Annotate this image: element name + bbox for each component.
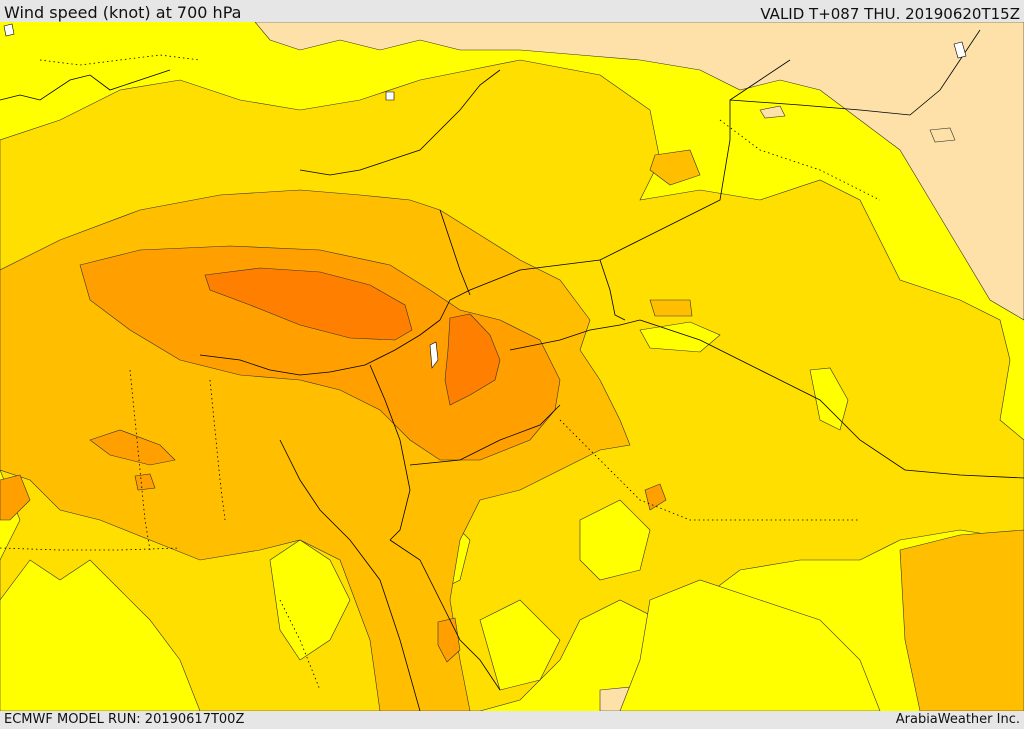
map-title: Wind speed (knot) at 700 hPa [4,3,242,22]
borders [0,29,1024,711]
header-bar: Wind speed (knot) at 700 hPa VALID T+087… [0,0,1024,23]
wind-speed-map[interactable] [0,22,1024,711]
valid-time: VALID T+087 THU. 20190620T15Z [760,5,1020,23]
credit-label: ArabiaWeather Inc. [895,712,1020,727]
field-low-islands [0,321,881,711]
model-run: ECMWF MODEL RUN: 20190617T00Z [4,712,245,727]
field-highest [204,267,501,406]
map-canvas [0,22,1024,711]
dotted-boundaries [0,54,881,691]
water-bodies [3,23,967,369]
footer-bar: ECMWF MODEL RUN: 20190617T00Z ArabiaWeat… [0,711,1024,729]
